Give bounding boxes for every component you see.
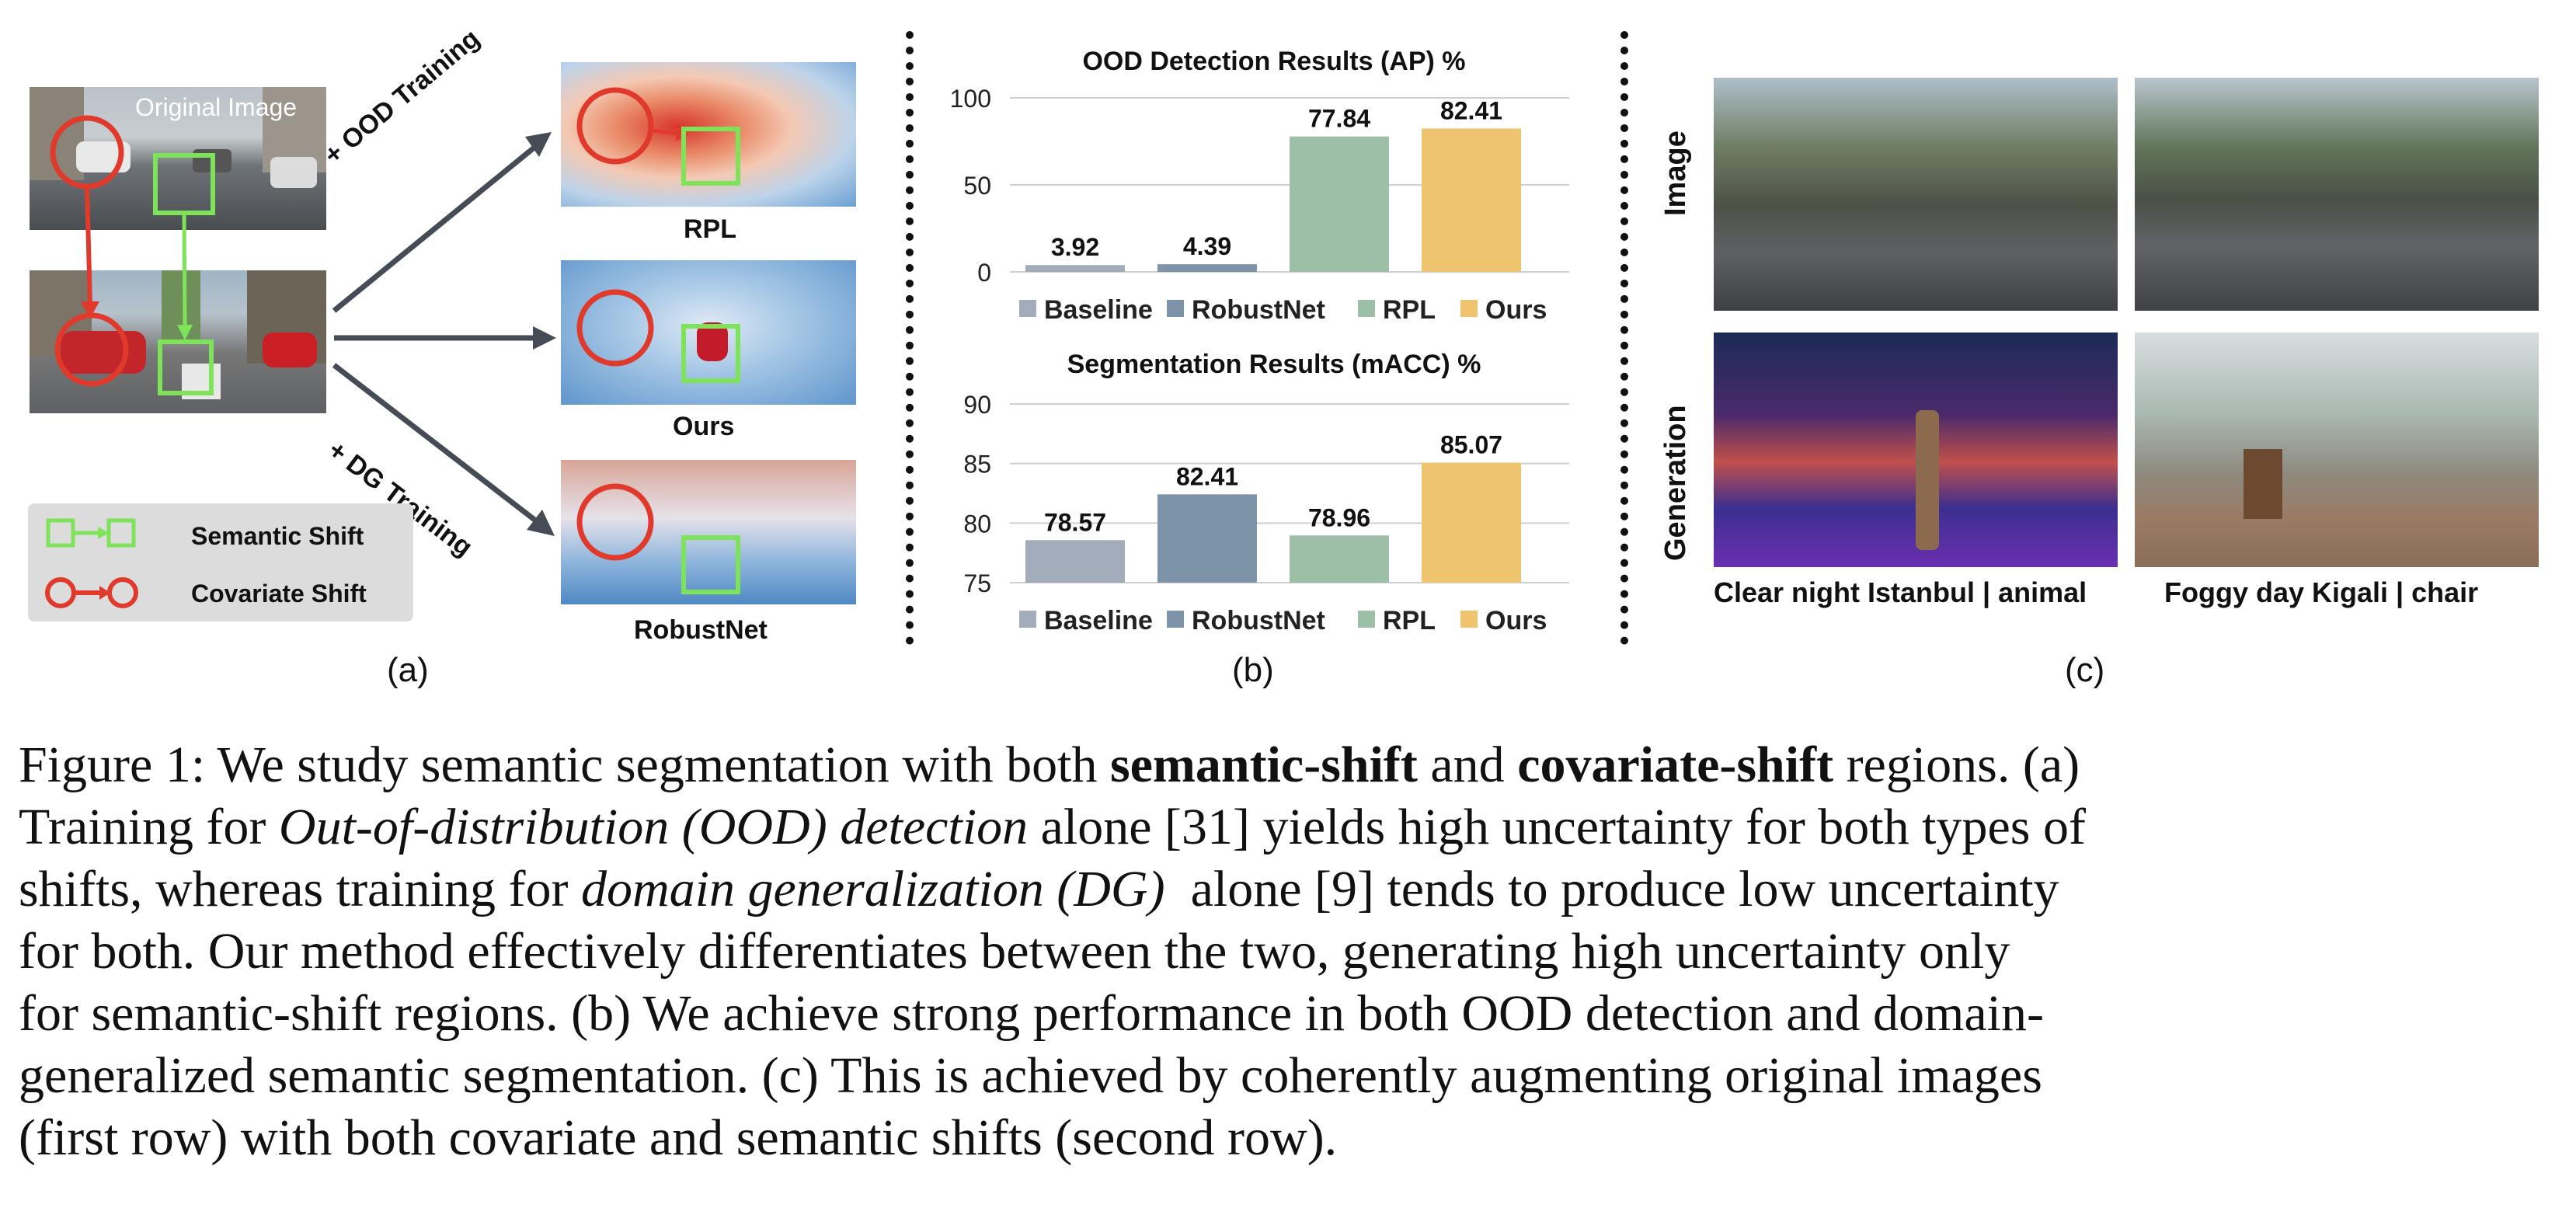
panel-a-letter: (a) [387, 651, 429, 689]
caption-line-1: Figure 1: We study semantic segmentation… [19, 736, 2080, 793]
shift-markers [50, 115, 215, 395]
chart-1-title: OOD Detection Results (AP) % [1082, 47, 1465, 76]
clear-street-image-2 [2135, 78, 2539, 311]
chart-1-legend-label: RPL [1383, 295, 1436, 325]
separator-right [1620, 31, 1628, 645]
chart-1-data-label: 4.39 [1183, 232, 1231, 260]
chart-2-bar-rpl [1290, 535, 1389, 583]
original-image-label: Original Image [135, 93, 298, 121]
chart-2-title: Segmentation Results (mACC) % [1067, 350, 1481, 379]
row-label-generation: Generation [1659, 405, 1692, 561]
shift-legend [28, 503, 413, 621]
map-markers [576, 87, 740, 594]
foggy-kigali-generation [2135, 332, 2539, 567]
chart-1-legend-swatch [1167, 300, 1184, 317]
legend-covariate-shift: Covariate Shift [191, 580, 367, 608]
covariate-circle-shifted [54, 312, 129, 387]
legend-semantic-shift: Semantic Shift [191, 522, 364, 550]
caption-line-2: Training for Out-of-distribution (OOD) d… [19, 799, 2086, 855]
semantic-box-shifted [158, 339, 214, 395]
figure-caption: Figure 1: We study semantic segmentation… [19, 734, 2559, 1169]
clear-street-image [1714, 78, 2118, 311]
chart-1-legend-swatch [1019, 300, 1036, 317]
covariate-circle-original [50, 115, 124, 190]
chart-2-legend-swatch [1460, 611, 1478, 628]
shifted-street-image [30, 270, 326, 413]
caption-line-6: generalized semantic segmentation. (c) T… [19, 1047, 2042, 1104]
chart-2-ytick: 75 [963, 569, 991, 597]
chart-1-bar-ours [1422, 128, 1521, 272]
generation-caption-1: Clear night Istanbul | animal [1714, 576, 2087, 608]
chart-2-data-label: 82.41 [1176, 462, 1238, 490]
semantic-box-original [153, 153, 215, 215]
chart-1-legend-swatch [1358, 300, 1375, 317]
chart-1-legend-label: Ours [1485, 295, 1547, 325]
covariate-arrow [85, 187, 92, 305]
chart-1-ytick: 100 [950, 85, 991, 113]
results-charts: OOD Detection Results (AP) % 0 50 100 3.92 4.… [950, 47, 1569, 635]
chart-2-ytick: 80 [963, 510, 991, 538]
legend-symbols [45, 518, 138, 608]
chart-2-data-label: 78.96 [1308, 503, 1370, 531]
chart-2-data-label: 78.57 [1044, 508, 1106, 536]
chart-2-legend-label: Baseline [1044, 606, 1153, 635]
chart-2-legend-label: RPL [1383, 606, 1436, 635]
training-arrows [332, 132, 556, 536]
chart-1-data-label: 3.92 [1051, 233, 1099, 261]
chart-2-bar-robustnet [1157, 494, 1257, 583]
chart-2-ytick: 85 [963, 451, 991, 479]
chart-2-bar-ours [1422, 462, 1521, 583]
caption-line-3: shifts, whereas training for domain gene… [19, 861, 2059, 917]
chart-1-data-label: 77.84 [1308, 105, 1370, 133]
semantic-arrow [182, 214, 187, 327]
chart-1-legend-swatch [1460, 300, 1478, 317]
chart-1-legend-label: Baseline [1044, 295, 1153, 325]
chart-1-data-label: 82.41 [1440, 96, 1502, 124]
chart-2-legend-swatch [1167, 611, 1184, 628]
rpl-label: RPL [684, 214, 736, 244]
caption-line-7: (first row) with both covariate and sema… [19, 1109, 1338, 1166]
chart-1-ytick: 0 [977, 259, 991, 287]
chart-2-legend-swatch [1358, 611, 1375, 628]
chart-1-bar-robustnet [1157, 264, 1257, 272]
generation-caption-2: Foggy day Kigali | chair [2164, 576, 2479, 608]
chart-2-legend-swatch [1019, 611, 1036, 628]
chart-1-ytick: 50 [963, 172, 991, 200]
chart-2-ytick: 90 [963, 391, 991, 419]
chart-2-legend-label: RobustNet [1192, 606, 1325, 635]
row-label-image: Image [1659, 131, 1692, 216]
chart-1-legend-label: RobustNet [1192, 295, 1325, 325]
panel-b-letter: (b) [1232, 651, 1274, 689]
chart-2-legend-label: Ours [1485, 606, 1547, 635]
panel-c-letter: (c) [2065, 651, 2105, 689]
separator-left [906, 31, 914, 645]
chart-2-data-label: 85.07 [1440, 431, 1502, 459]
caption-line-4: for both. Our method effectively differe… [19, 923, 2010, 980]
caption-line-5: for semantic-shift regions. (b) We achie… [19, 985, 2044, 1042]
chart-2-bar-baseline [1025, 540, 1125, 583]
chart-1-bar-baseline [1025, 265, 1125, 272]
chart-1-bar-rpl [1290, 136, 1389, 272]
night-istanbul-generation [1714, 332, 2118, 567]
ours-label: Ours [673, 412, 735, 441]
robustnet-label: RobustNet [634, 615, 768, 645]
